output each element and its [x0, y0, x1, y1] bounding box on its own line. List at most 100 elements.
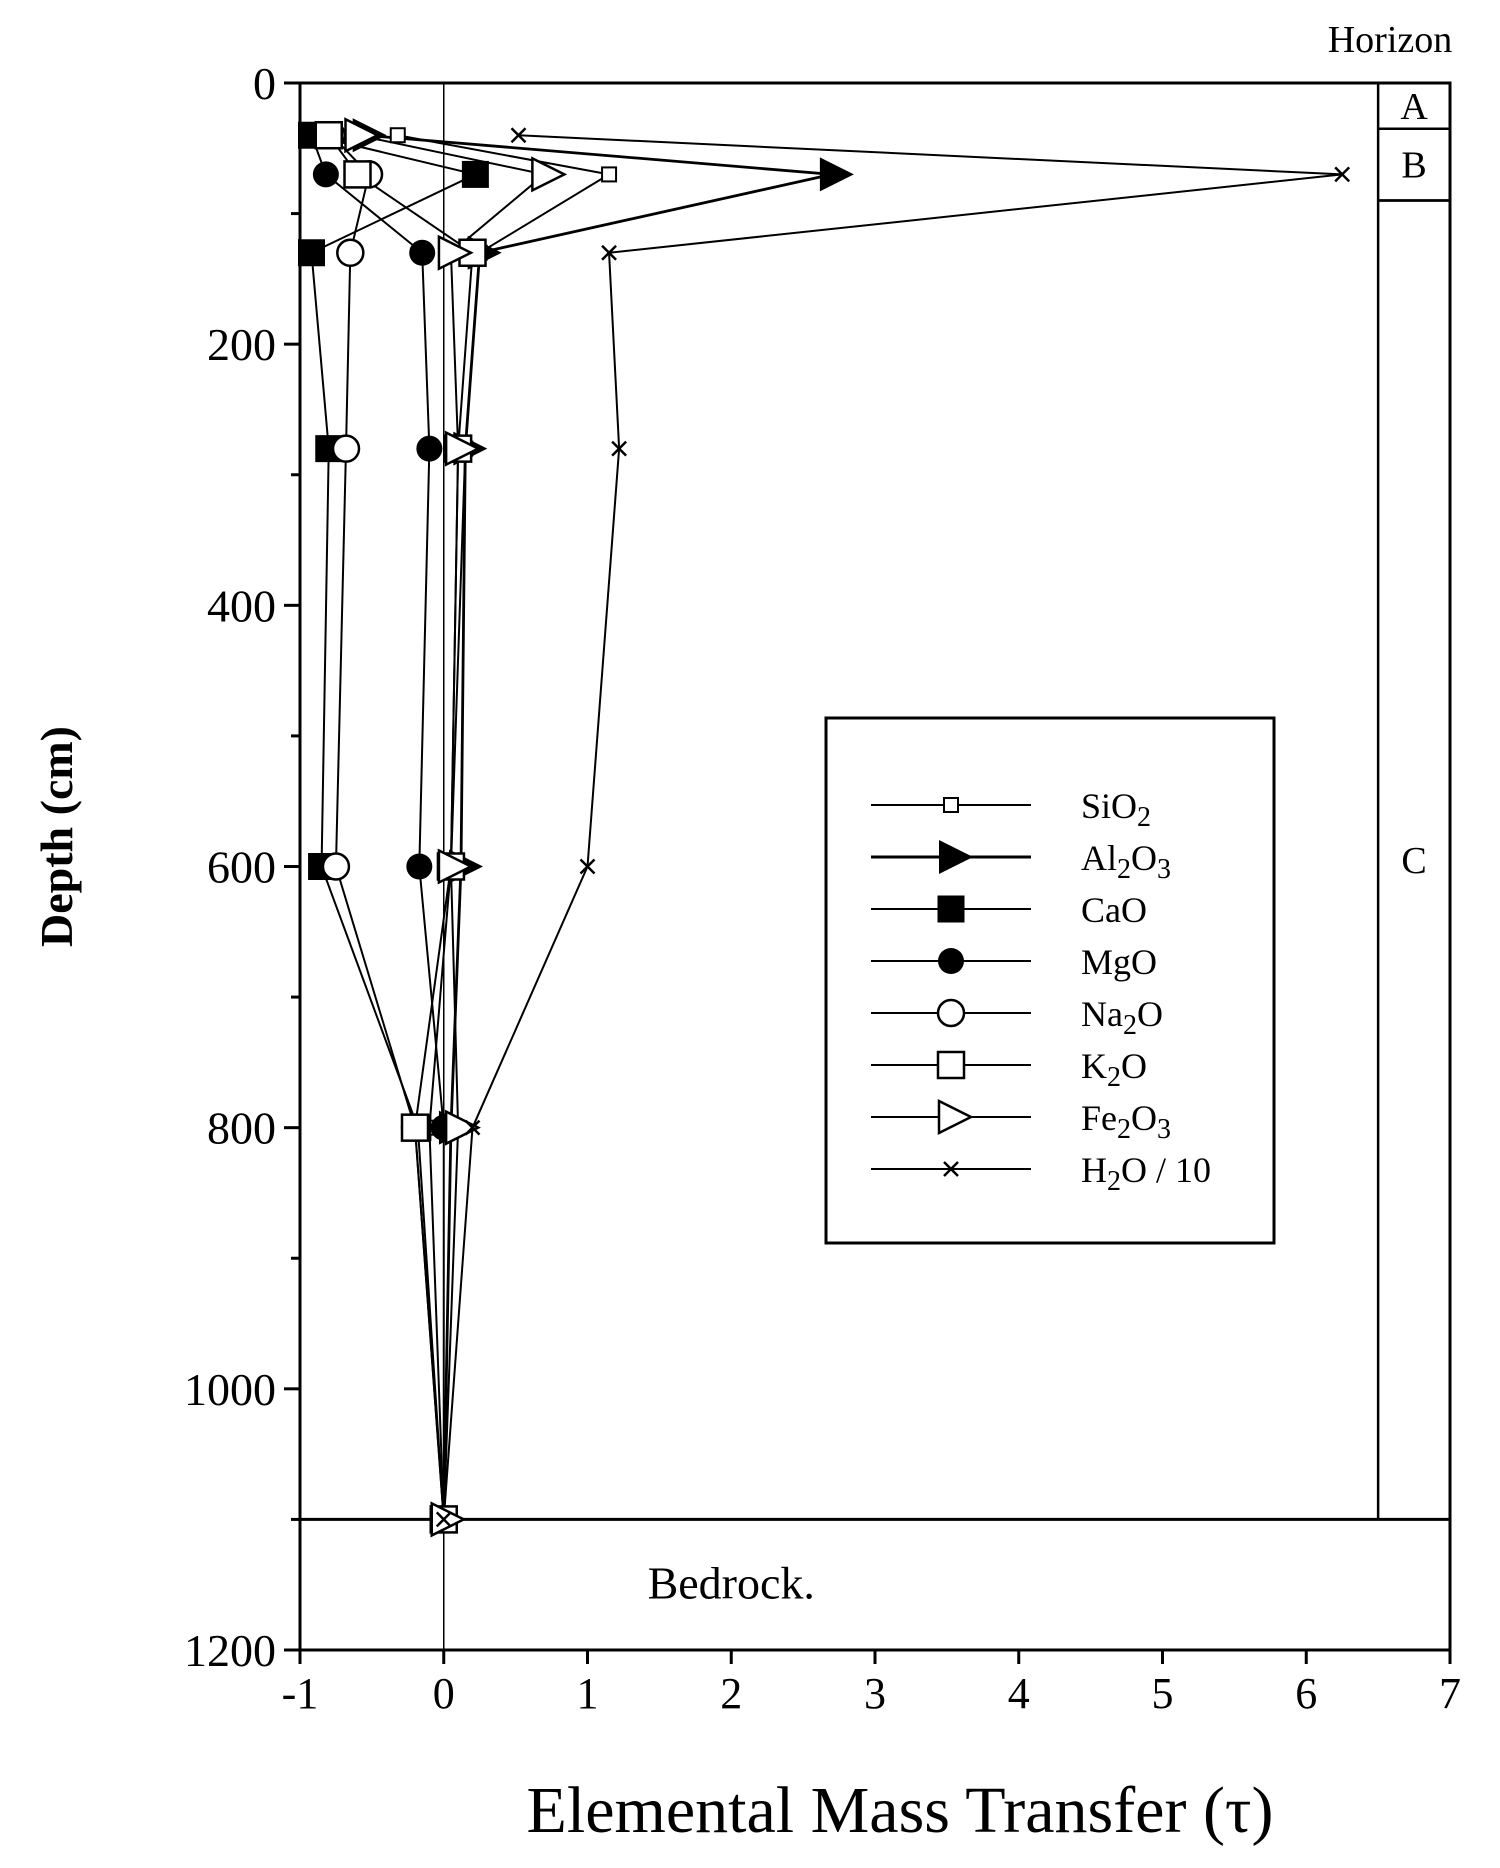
- legend-text: SiO: [1081, 786, 1137, 826]
- bedrock-label: Bedrock.: [648, 1558, 815, 1609]
- data-point: [464, 1119, 481, 1136]
- legend-item: K2O: [871, 1046, 1147, 1093]
- data-point: [601, 244, 617, 261]
- legend-label: CaO: [1081, 890, 1147, 930]
- legend-text: O / 10: [1121, 1150, 1211, 1190]
- legend-text: Al: [1081, 838, 1117, 878]
- legend-text: CaO: [1081, 890, 1147, 930]
- series-line-mgo: [310, 134, 445, 1520]
- data-point: [298, 239, 325, 267]
- x-stroke: [943, 1161, 959, 1177]
- series-line-na2o: [330, 134, 445, 1520]
- y-tick-label: 200: [207, 319, 276, 370]
- legend-label: Al2O3: [1081, 838, 1171, 885]
- horizon-label: A: [1400, 86, 1428, 128]
- data-point: [939, 840, 973, 874]
- data-point: [510, 127, 527, 144]
- x-tick-label: 4: [1008, 1669, 1030, 1718]
- data-point: [444, 1109, 481, 1146]
- data-point: [389, 127, 406, 144]
- legend-label: SiO2: [1081, 786, 1151, 833]
- data-point: [435, 1511, 452, 1528]
- data-point: [531, 156, 568, 193]
- y-axis-title: Depth (cm): [31, 726, 82, 947]
- series-line-al2o3: [364, 133, 833, 1520]
- legend-label: MgO: [1081, 942, 1157, 982]
- data-point: [331, 434, 361, 463]
- series-markers-fe2o3: [344, 117, 568, 1538]
- y-tick-label: 400: [207, 580, 276, 631]
- data-point: [430, 1501, 467, 1538]
- legend-subscript: 2: [1107, 1062, 1121, 1093]
- legend-text: Fe: [1081, 1098, 1117, 1138]
- y-tick-label: 1200: [184, 1625, 276, 1676]
- data-point: [601, 166, 618, 183]
- legend-item: Na2O: [871, 994, 1163, 1041]
- legend-subscript: 2: [1117, 854, 1131, 885]
- legend-label: H2O / 10: [1081, 1150, 1211, 1197]
- data-point: [943, 1161, 959, 1177]
- x-tick-label: 6: [1295, 1669, 1317, 1718]
- horizon-label: C: [1401, 840, 1426, 882]
- x-stroke: [464, 1119, 481, 1136]
- legend-item: CaO: [871, 890, 1147, 930]
- series-line-fe2o3: [357, 134, 547, 1520]
- legend-text: O: [1137, 994, 1163, 1034]
- data-point: [321, 852, 351, 881]
- x-tick-label: 3: [864, 1669, 886, 1718]
- x-stroke: [611, 440, 628, 457]
- legend-subscript: 2: [1137, 802, 1151, 833]
- x-stroke: [601, 244, 617, 261]
- data-point: [943, 797, 959, 813]
- y-tick-label: 600: [207, 842, 276, 893]
- data-point: [312, 161, 339, 188]
- horizon-column: AB C Horizon: [1328, 19, 1453, 1520]
- x-stroke: [510, 127, 527, 144]
- data-point: [937, 1098, 974, 1136]
- data-point: [938, 948, 964, 974]
- legend-text: O: [1121, 1046, 1147, 1086]
- x-stroke: [435, 1511, 452, 1528]
- legend-subscript: 2: [1107, 1166, 1121, 1197]
- legend-subscript: 2: [1123, 1010, 1137, 1041]
- legend-subscript: 3: [1157, 854, 1171, 885]
- x-stroke: [579, 858, 596, 875]
- x-tick-label: -1: [282, 1669, 319, 1718]
- legend-text: K: [1081, 1046, 1107, 1086]
- data-point: [579, 858, 596, 875]
- data-point: [936, 998, 966, 1028]
- horizon-title: Horizon: [1328, 19, 1453, 61]
- legend-subscript: 3: [1157, 1114, 1171, 1145]
- data-point: [444, 430, 481, 467]
- data-point: [611, 440, 628, 457]
- y-tick-label: 0: [253, 58, 276, 109]
- series-markers-h2o10: [435, 127, 1351, 1528]
- data-point: [314, 120, 343, 150]
- data-point: [819, 157, 854, 192]
- legend-label: Fe2O3: [1081, 1098, 1171, 1145]
- legend-text: O: [1131, 838, 1157, 878]
- y-tick-label: 800: [207, 1103, 276, 1154]
- legend-text: H: [1081, 1150, 1107, 1190]
- data-point: [1334, 166, 1351, 183]
- data-point: [437, 848, 474, 885]
- data-point: [409, 239, 436, 266]
- data-point: [461, 160, 489, 188]
- x-tick-label: 2: [720, 1669, 742, 1718]
- series-markers-cao: [298, 121, 489, 1533]
- data-point: [344, 117, 381, 154]
- legend-item: SiO2: [871, 786, 1151, 833]
- x-axis-title: Elemental Mass Transfer (τ): [527, 1774, 1274, 1847]
- data-point: [343, 160, 372, 189]
- y-tick-label: 1000: [184, 1364, 276, 1415]
- horizon-label: B: [1401, 145, 1426, 187]
- x-tick-label: 5: [1152, 1669, 1174, 1718]
- data-point: [406, 853, 433, 880]
- x-tick-label: 0: [433, 1669, 455, 1718]
- legend-text: O: [1131, 1098, 1157, 1138]
- legend-subscript: 2: [1117, 1114, 1131, 1145]
- x-tick-label: 1: [577, 1669, 599, 1718]
- legend-label: K2O: [1081, 1046, 1147, 1093]
